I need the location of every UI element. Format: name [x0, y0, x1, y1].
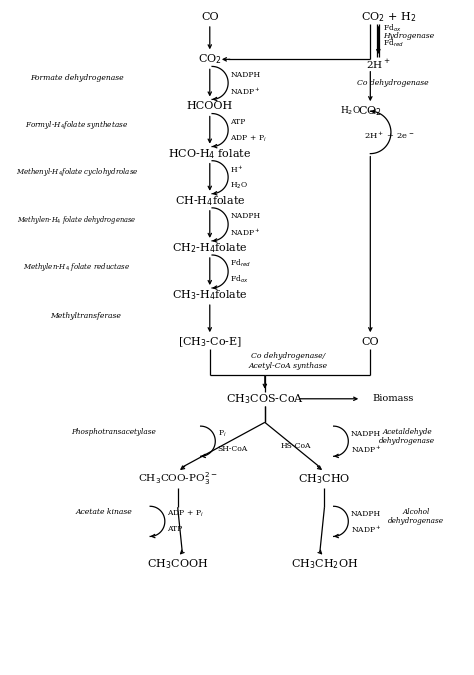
Text: Methylen-H$_4$ folate reductase: Methylen-H$_4$ folate reductase	[23, 261, 130, 273]
Text: NADPH: NADPH	[351, 430, 381, 437]
Text: P$_i$: P$_i$	[218, 429, 226, 439]
Text: Co dehydrogenase: Co dehydrogenase	[357, 79, 429, 87]
Text: HCOOH: HCOOH	[187, 101, 233, 111]
Text: Fd$_{red}$: Fd$_{red}$	[230, 257, 252, 269]
Text: H$_2$O: H$_2$O	[340, 105, 361, 117]
Text: Alcohol: Alcohol	[402, 508, 430, 516]
Text: CO$_2$: CO$_2$	[198, 53, 222, 66]
Text: ATP: ATP	[167, 525, 182, 533]
Text: Acetate kinase: Acetate kinase	[76, 508, 133, 516]
Text: Methyltransferase: Methyltransferase	[51, 313, 121, 320]
Text: HCO-H$_4$ folate: HCO-H$_4$ folate	[168, 146, 251, 161]
Text: Methenyl-H$_4$folate cyclohydrolase: Methenyl-H$_4$folate cyclohydrolase	[16, 167, 138, 178]
Text: CH$_3$COS-CoA: CH$_3$COS-CoA	[226, 392, 304, 406]
Text: CH$_3$CH$_2$OH: CH$_3$CH$_2$OH	[291, 557, 358, 570]
Text: [CH$_3$-Co-E]: [CH$_3$-Co-E]	[178, 335, 242, 349]
Text: Methylen-H$_4$ folate dehydrogenase: Methylen-H$_4$ folate dehydrogenase	[17, 214, 137, 225]
Text: 2H$^+$: 2H$^+$	[366, 57, 391, 71]
Text: ATP: ATP	[230, 118, 246, 126]
Text: CH-H$_4$folate: CH-H$_4$folate	[174, 194, 245, 208]
Text: NADP$^+$: NADP$^+$	[351, 523, 381, 535]
Text: H$^+$: H$^+$	[230, 163, 244, 175]
Text: CO$_2$: CO$_2$	[358, 105, 382, 118]
Text: NADP$^+$: NADP$^+$	[230, 85, 261, 97]
Text: Hydrogenase: Hydrogenase	[383, 32, 434, 40]
Text: Biomass: Biomass	[373, 394, 414, 403]
Text: Fd$_{ox}$: Fd$_{ox}$	[383, 23, 402, 34]
Text: HS-CoA: HS-CoA	[280, 442, 310, 450]
Text: Acetyl-CoA synthase: Acetyl-CoA synthase	[248, 362, 327, 370]
Text: NADPH: NADPH	[230, 71, 261, 79]
Text: Formyl-H$_4$folate synthetase: Formyl-H$_4$folate synthetase	[25, 119, 128, 132]
Text: Fd$_{ox}$: Fd$_{ox}$	[230, 274, 249, 286]
Text: CO: CO	[362, 338, 379, 347]
Text: CO$_2$ + H$_2$: CO$_2$ + H$_2$	[361, 10, 416, 24]
Text: H$_2$O: H$_2$O	[230, 180, 248, 191]
Text: CO: CO	[201, 12, 219, 22]
Text: NADPH: NADPH	[351, 510, 381, 518]
Text: ADP + P$_i$: ADP + P$_i$	[167, 508, 204, 519]
Text: Phosphotransacetylase: Phosphotransacetylase	[71, 428, 156, 436]
Text: Formate dehydrogenase: Formate dehydrogenase	[30, 74, 124, 82]
Text: CH$_3$-H$_4$folate: CH$_3$-H$_4$folate	[172, 288, 248, 302]
Text: SH-CoA: SH-CoA	[218, 445, 248, 453]
Text: Fd$_{red}$: Fd$_{red}$	[383, 37, 404, 49]
Text: 2H$^+$ + 2e$^-$: 2H$^+$ + 2e$^-$	[364, 129, 414, 140]
Text: NADPH: NADPH	[230, 212, 261, 220]
Text: NADP$^+$: NADP$^+$	[230, 227, 261, 238]
Text: NADP$^+$: NADP$^+$	[351, 443, 381, 454]
Text: CH$_3$COO-PO$_3^{2-}$: CH$_3$COO-PO$_3^{2-}$	[138, 470, 218, 487]
Text: CH$_3$CHO: CH$_3$CHO	[298, 472, 351, 486]
Text: Acetaldehyde: Acetaldehyde	[382, 428, 432, 436]
Text: ADP + P$_i$: ADP + P$_i$	[230, 133, 267, 144]
Text: dehydrogenase: dehydrogenase	[379, 437, 435, 446]
Text: CH$_3$COOH: CH$_3$COOH	[147, 557, 209, 570]
Text: dehydrogenase: dehydrogenase	[388, 517, 444, 525]
Text: CH$_2$-H$_4$folate: CH$_2$-H$_4$folate	[172, 241, 248, 255]
Text: Co dehydrogenase/: Co dehydrogenase/	[251, 352, 325, 360]
